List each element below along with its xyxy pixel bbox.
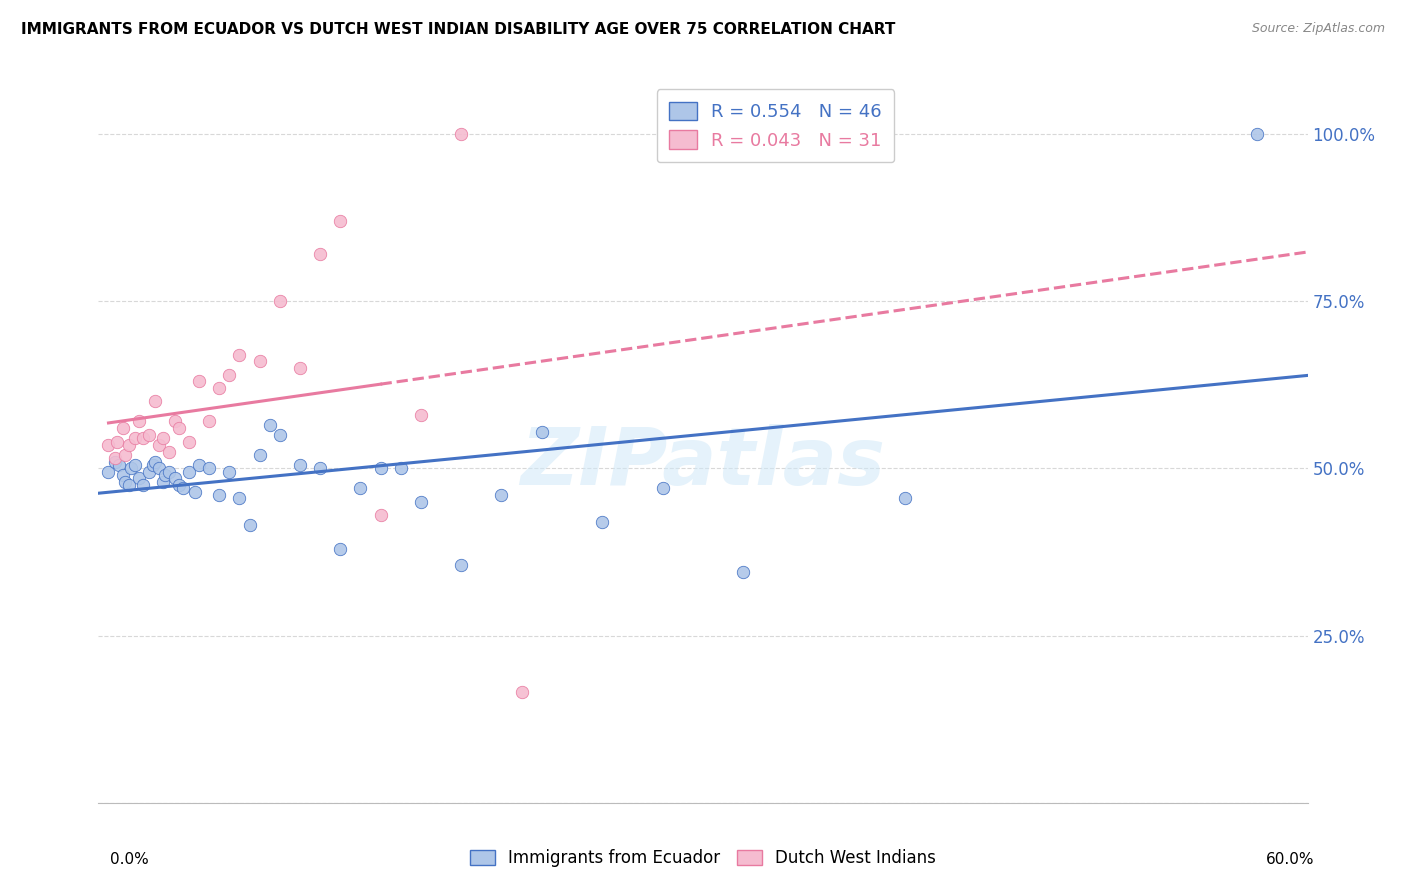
Point	[288, 458, 311, 472]
Point	[329, 214, 352, 228]
Point	[228, 348, 250, 362]
Point	[143, 394, 166, 409]
Point	[510, 685, 533, 699]
Point	[409, 408, 432, 422]
Point	[309, 247, 332, 261]
Point	[228, 491, 250, 506]
Point	[349, 482, 371, 496]
Point	[114, 475, 136, 489]
Point	[1246, 127, 1268, 141]
Point	[249, 448, 271, 462]
Point	[188, 375, 211, 389]
Text: 60.0%: 60.0%	[1267, 852, 1315, 867]
Point	[370, 461, 392, 475]
Point	[733, 565, 755, 579]
Point	[128, 414, 150, 429]
Point	[167, 478, 190, 492]
Text: 0.0%: 0.0%	[110, 852, 149, 867]
Point	[179, 465, 201, 479]
Point	[105, 434, 128, 449]
Point	[530, 425, 553, 439]
Point	[157, 444, 180, 458]
Point	[114, 448, 136, 462]
Point	[163, 414, 186, 429]
Point	[124, 458, 146, 472]
Point	[370, 508, 392, 523]
Point	[651, 482, 673, 496]
Point	[288, 361, 311, 376]
Legend: R = 0.554   N = 46, R = 0.043   N = 31: R = 0.554 N = 46, R = 0.043 N = 31	[657, 89, 894, 162]
Point	[132, 431, 155, 445]
Point	[491, 488, 513, 502]
Point	[389, 461, 412, 475]
Point	[179, 434, 201, 449]
Point	[309, 461, 332, 475]
Point	[153, 467, 176, 482]
Point	[107, 458, 129, 472]
Point	[409, 494, 432, 508]
Point	[148, 438, 170, 452]
Point	[167, 421, 190, 435]
Point	[450, 127, 472, 141]
Text: Source: ZipAtlas.com: Source: ZipAtlas.com	[1251, 22, 1385, 36]
Point	[152, 475, 174, 489]
Point	[97, 465, 120, 479]
Point	[239, 518, 262, 533]
Point	[188, 458, 211, 472]
Point	[218, 368, 240, 382]
Point	[132, 478, 155, 492]
Point	[142, 458, 165, 472]
Point	[103, 451, 125, 466]
Point	[329, 541, 352, 556]
Point	[148, 461, 170, 475]
Text: IMMIGRANTS FROM ECUADOR VS DUTCH WEST INDIAN DISABILITY AGE OVER 75 CORRELATION : IMMIGRANTS FROM ECUADOR VS DUTCH WEST IN…	[21, 22, 896, 37]
Point	[218, 465, 240, 479]
Point	[111, 467, 134, 482]
Point	[259, 417, 281, 432]
Point	[118, 438, 141, 452]
Point	[163, 471, 186, 485]
Point	[120, 461, 142, 475]
Point	[208, 488, 231, 502]
Point	[269, 427, 291, 442]
Point	[172, 482, 194, 496]
Point	[184, 484, 207, 499]
Point	[208, 381, 231, 395]
Point	[97, 438, 120, 452]
Point	[591, 515, 613, 529]
Point	[118, 478, 141, 492]
Point	[103, 455, 125, 469]
Point	[152, 431, 174, 445]
Point	[111, 421, 134, 435]
Point	[249, 354, 271, 368]
Point	[138, 465, 160, 479]
Point	[450, 558, 472, 573]
Point	[893, 491, 915, 506]
Point	[128, 471, 150, 485]
Point	[157, 465, 180, 479]
Text: ZIPatlas: ZIPatlas	[520, 425, 886, 502]
Point	[124, 431, 146, 445]
Point	[198, 414, 221, 429]
Point	[269, 294, 291, 309]
Point	[138, 427, 160, 442]
Point	[198, 461, 221, 475]
Point	[143, 455, 166, 469]
